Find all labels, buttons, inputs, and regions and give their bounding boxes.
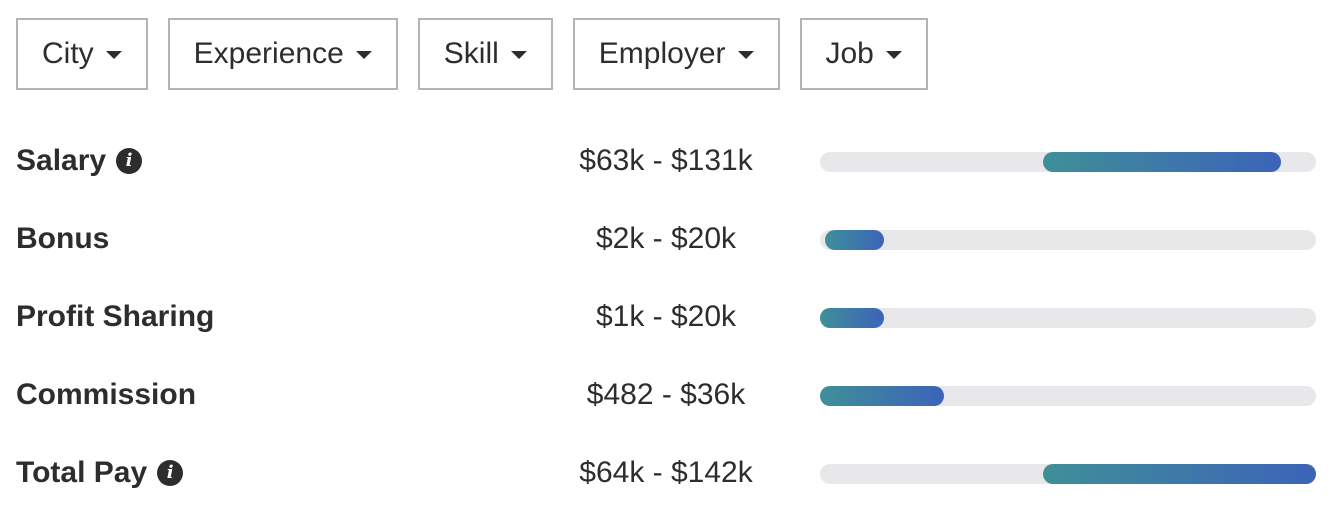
pay-row-profit-sharing: Profit Sharing $1k - $20k — [16, 280, 1316, 358]
info-icon[interactable]: i — [116, 148, 143, 174]
pay-row-label: Commission — [16, 378, 196, 412]
profit-sharing-label: Profit Sharing — [16, 300, 215, 333]
bonus-label: Bonus — [16, 222, 110, 255]
experience-filter-label: Experience — [193, 37, 344, 70]
caret-down-icon — [510, 51, 527, 59]
commission-range-bar-fill — [820, 386, 944, 406]
total-pay-range-bar-track — [820, 464, 1316, 484]
job-filter-label: Job — [825, 37, 874, 70]
city-filter-button[interactable]: City — [16, 18, 148, 90]
caret-down-icon — [737, 51, 754, 59]
salary-range-bar-fill — [1043, 152, 1282, 172]
pay-row-bonus: Bonus $2k - $20k — [16, 202, 1316, 280]
pay-row-salary: Salary i $63k - $131k — [16, 124, 1316, 202]
skill-filter-label: Skill — [443, 37, 499, 70]
city-filter-label: City — [42, 37, 94, 70]
caret-down-icon — [355, 51, 372, 59]
pay-row-label: Total Pay i — [16, 456, 184, 490]
pay-row-commission: Commission $482 - $36k — [16, 358, 1316, 436]
salary-range-bar-track — [820, 152, 1316, 172]
salary-label: Salary — [16, 144, 107, 177]
salary-range: $63k - $131k — [579, 144, 753, 177]
pay-row-total-pay: Total Pay i $64k - $142k — [16, 436, 1316, 514]
caret-down-icon — [885, 51, 902, 59]
employer-filter-button[interactable]: Employer — [572, 18, 780, 90]
commission-label: Commission — [16, 378, 197, 411]
filter-bar: City Experience Skill Employer Job — [16, 18, 928, 90]
commission-range-bar-track — [820, 386, 1316, 406]
bonus-range-bar-track — [820, 230, 1316, 250]
total-pay-label: Total Pay — [16, 456, 148, 489]
commission-range: $482 - $36k — [586, 378, 746, 411]
employer-filter-label: Employer — [598, 37, 726, 70]
pay-row-label: Profit Sharing — [16, 300, 214, 334]
info-icon[interactable]: i — [157, 460, 184, 486]
pay-row-label: Bonus — [16, 222, 109, 256]
bonus-range: $2k - $20k — [595, 222, 737, 255]
skill-filter-button[interactable]: Skill — [417, 18, 553, 90]
bonus-range-bar-fill — [824, 230, 885, 250]
profit-sharing-range-bar-fill — [820, 308, 885, 328]
experience-filter-button[interactable]: Experience — [167, 18, 398, 90]
pay-breakdown-list: Salary i $63k - $131k Bonus $2k - $20k P… — [16, 124, 1316, 514]
caret-down-icon — [105, 51, 122, 59]
job-filter-button[interactable]: Job — [799, 18, 928, 90]
total-pay-range: $64k - $142k — [579, 456, 753, 489]
total-pay-range-bar-fill — [1043, 464, 1316, 484]
profit-sharing-range-bar-track — [820, 308, 1316, 328]
pay-row-label: Salary i — [16, 144, 143, 178]
profit-sharing-range: $1k - $20k — [595, 300, 737, 333]
